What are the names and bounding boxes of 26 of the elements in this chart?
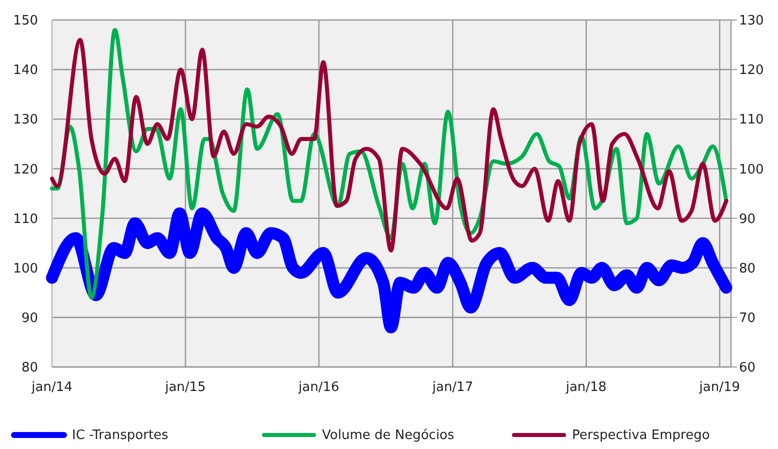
y-tick-label: 120: [13, 162, 38, 178]
y-tick-label: 80: [21, 360, 38, 376]
x-tick-label: jan/17: [431, 380, 474, 395]
y2-tick-label: 130: [739, 14, 764, 29]
y2-tick-label: 60: [739, 360, 756, 376]
y-tick-label: 90: [21, 310, 38, 326]
y2-tick-label: 90: [739, 212, 756, 227]
legend-label: Volume de Negócios: [322, 428, 455, 443]
y2-tick-label: 80: [739, 261, 756, 276]
x-tick-label: jan/18: [564, 380, 607, 395]
y2-tick-label: 100: [739, 162, 764, 178]
legend-label: IC -Transportes: [72, 428, 169, 443]
y-tick-label: 100: [13, 261, 38, 276]
line-series: [50, 38, 728, 253]
x-tick-label: jan/14: [30, 380, 72, 395]
legend-label: Perspectiva Emprego: [572, 428, 710, 443]
y2-tick-label: 70: [739, 310, 756, 326]
y-tick-label: 130: [13, 112, 38, 128]
y-tick-label: 110: [13, 212, 38, 227]
x-tick-label: jan/16: [298, 380, 340, 395]
y-tick-label: 140: [13, 63, 38, 78]
y2-tick-label: 120: [739, 63, 764, 78]
x-tick-label: jan/15: [164, 380, 206, 395]
y2-tick-label: 110: [739, 112, 764, 128]
x-tick-label: jan/19: [698, 380, 740, 395]
y-tick-label: 150: [13, 14, 38, 29]
